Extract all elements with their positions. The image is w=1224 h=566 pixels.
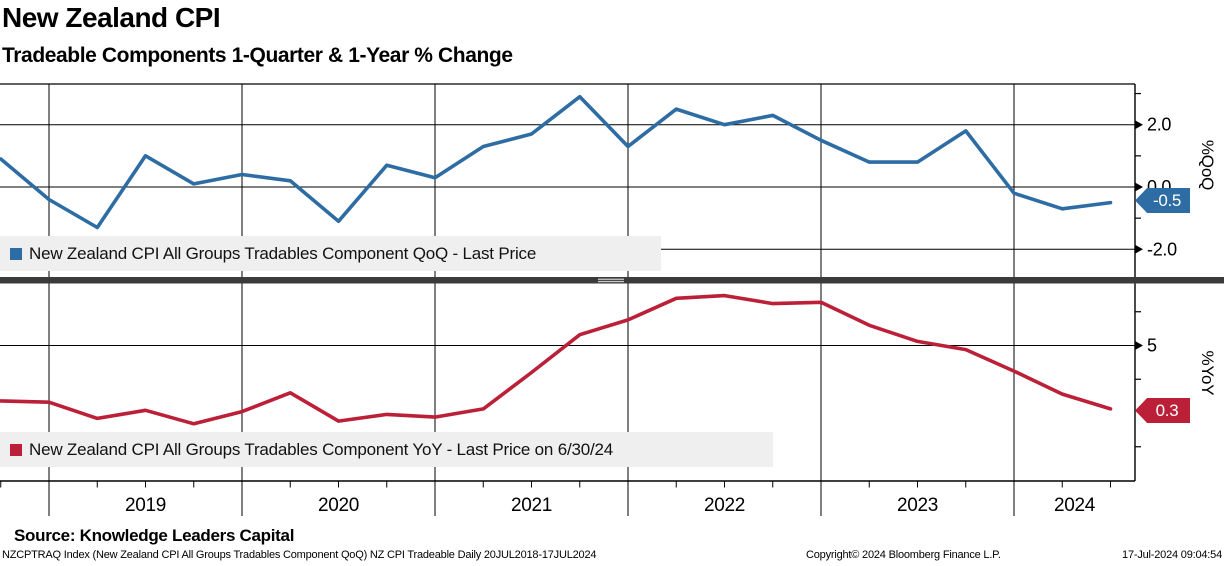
y-tick-label: 5	[1147, 336, 1157, 356]
page-title: New Zealand CPI	[2, 2, 221, 33]
panel-divider	[0, 277, 1224, 284]
y-tick-arrow-icon	[1135, 341, 1143, 350]
divider-handle-icon[interactable]	[598, 280, 624, 283]
legend-yoy[interactable]: New Zealand CPI All Groups Tradables Com…	[0, 432, 773, 467]
legend-yoy-label: New Zealand CPI All Groups Tradables Com…	[29, 439, 614, 459]
divider-handle-icon[interactable]	[598, 278, 624, 280]
x-axis-year-label: 2022	[704, 495, 745, 516]
qoq-line	[0, 94, 1113, 230]
page-subtitle: Tradeable Components 1-Quarter & 1-Year …	[2, 44, 513, 67]
legend-qoq-label: New Zealand CPI All Groups Tradables Com…	[29, 243, 537, 263]
y-tick-label: -2.0	[1147, 239, 1177, 259]
y-tick-arrow-icon	[1135, 244, 1143, 254]
copyright-text: Copyright© 2024 Bloomberg Finance L.P.	[806, 549, 1001, 561]
timestamp-text: 17-Jul-2024 09:04:54	[1122, 549, 1222, 561]
y-tick-label: 2.0	[1147, 115, 1171, 135]
last-price-badge-yoy[interactable]: 0.3	[1135, 398, 1190, 423]
legend-qoq[interactable]: New Zealand CPI All Groups Tradables Com…	[0, 236, 661, 271]
ticker-description: NZCPTRAQ Index (New Zealand CPI All Grou…	[2, 549, 597, 561]
yoy-line	[0, 293, 1113, 426]
x-axis-year-label: 2019	[125, 495, 166, 516]
source-attribution: Source: Knowledge Leaders Capital	[14, 526, 295, 545]
yoy-legend-swatch-icon	[10, 443, 22, 456]
y-tick-arrow-icon	[1135, 120, 1143, 130]
x-axis-year-label: 2023	[897, 495, 938, 516]
y-axis-title-yoy: %YoY	[1198, 350, 1217, 396]
last-price-badge-qoq[interactable]: -0.5	[1135, 188, 1190, 213]
y-axis-title-qoq: %QoQ	[1198, 139, 1217, 191]
x-axis-year-label: 2024	[1054, 495, 1096, 516]
x-axis-year-label: 2021	[511, 495, 552, 516]
y-tick-arrow-icon	[1135, 182, 1143, 192]
x-axis-year-label: 2020	[318, 495, 359, 516]
qoq-legend-swatch-icon	[10, 247, 22, 260]
terminal-footer: NZCPTRAQ Index (New Zealand CPI All Grou…	[0, 549, 1224, 564]
